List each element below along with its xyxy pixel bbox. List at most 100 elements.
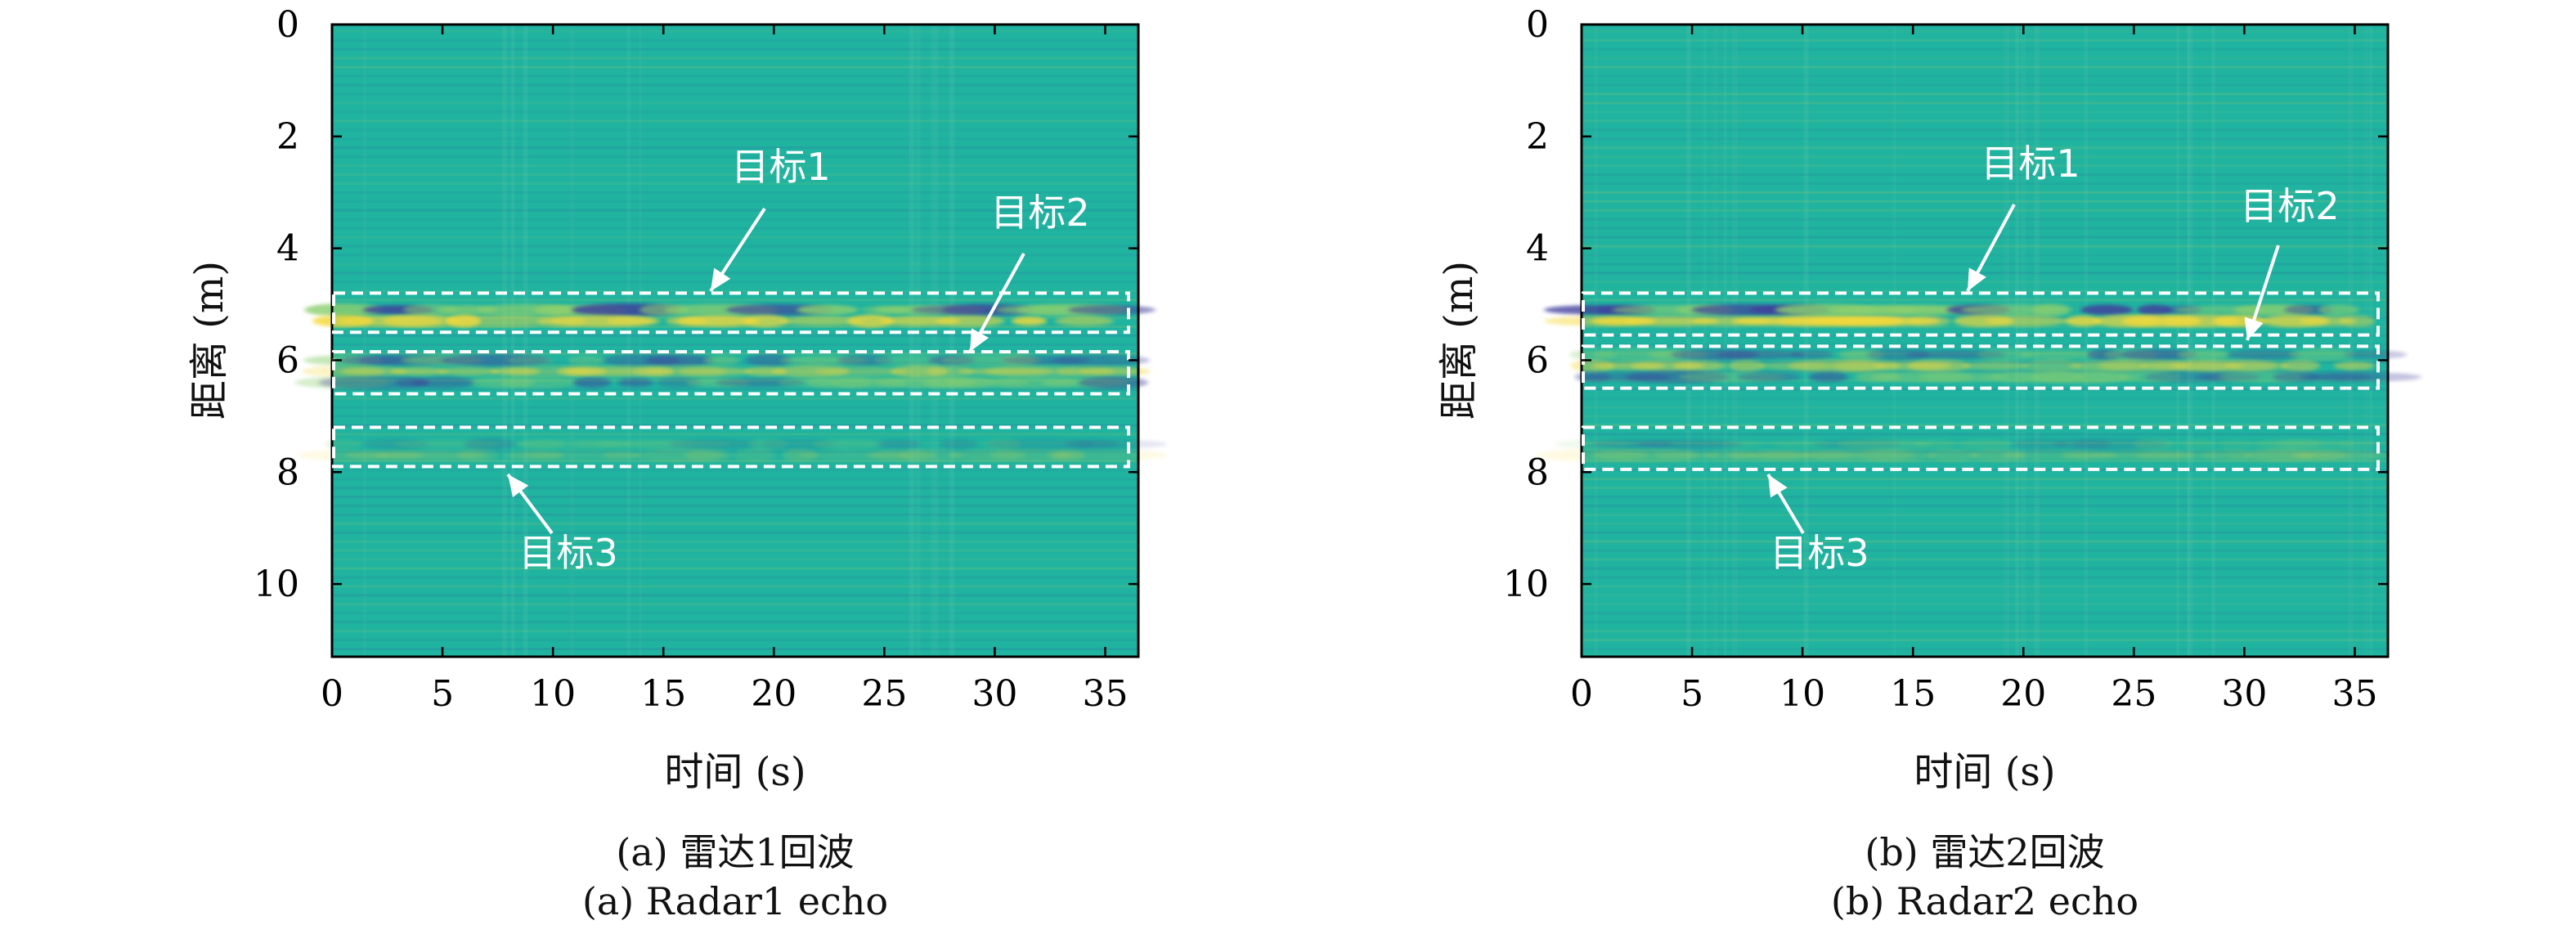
- background-band: [1582, 630, 2388, 633]
- background-band: [1582, 191, 2388, 194]
- echo-blob: [2120, 348, 2197, 361]
- background-band: [332, 585, 1138, 588]
- background-streak: [2034, 25, 2040, 657]
- echo-blob: [1837, 438, 1932, 450]
- echo-blob: [797, 304, 859, 316]
- target-box: [1582, 344, 2380, 390]
- echo-blob: [2019, 349, 2100, 360]
- background-band: [332, 137, 1138, 141]
- background-band: [332, 263, 1138, 266]
- background-band: [332, 513, 1138, 516]
- echo-blob: [745, 353, 792, 366]
- background-band: [332, 558, 1138, 561]
- x-tick-label: 10: [530, 673, 576, 715]
- echo-blob: [383, 314, 460, 328]
- background-band: [332, 478, 1138, 481]
- echo-blob: [340, 366, 407, 377]
- y-tick-label: 4: [1526, 228, 1549, 270]
- background-band: [332, 281, 1138, 284]
- background-band: [1582, 236, 2388, 239]
- echo-blob: [1053, 450, 1167, 461]
- background-band: [332, 334, 1138, 337]
- background-band: [1582, 38, 2388, 42]
- echo-blob: [2227, 349, 2300, 361]
- echo-blob: [1970, 449, 2026, 462]
- target-label: 目标3: [518, 531, 617, 575]
- background-band: [332, 504, 1138, 507]
- echo-blob: [1985, 315, 2067, 327]
- background-band: [1582, 639, 2388, 642]
- background-streak: [2020, 25, 2026, 657]
- caption-cn-b: (b) 雷达2回波: [1865, 830, 2104, 874]
- echo-blob: [411, 376, 476, 388]
- background-band: [1582, 146, 2388, 150]
- background-band: [332, 47, 1138, 51]
- background-band: [332, 155, 1138, 159]
- background-band: [1582, 200, 2388, 203]
- background-band: [332, 191, 1138, 194]
- background-streak: [626, 25, 631, 657]
- echo-blob: [675, 366, 752, 376]
- echo-blob: [814, 366, 909, 377]
- background-band: [1582, 272, 2388, 275]
- echo-blob: [1737, 372, 1802, 382]
- x-tick-label: 15: [640, 673, 686, 715]
- background-band: [332, 433, 1138, 436]
- background-band: [332, 540, 1138, 543]
- target-box: [332, 350, 1130, 396]
- echo-blob: [779, 316, 865, 326]
- x-tick-label: 20: [751, 673, 797, 715]
- background-band: [1582, 83, 2388, 87]
- background-band: [332, 343, 1138, 346]
- background-band: [1582, 397, 2388, 400]
- echo-blob: [2080, 304, 2134, 316]
- echo-blob: [1636, 439, 1741, 449]
- background-streak: [2003, 25, 2007, 657]
- y-tick-label: 0: [276, 4, 299, 46]
- x-axis-label-a: 时间 (s): [664, 749, 806, 795]
- echo-blob: [873, 355, 951, 366]
- x-tick-label: 10: [1779, 673, 1825, 715]
- background-band: [1582, 92, 2388, 96]
- y-ticks-b: 0 2 4 6 8 10: [1503, 4, 2388, 605]
- echo-blob: [2065, 316, 2102, 327]
- echo-blob: [1715, 350, 1804, 359]
- echo-blob: [1624, 316, 1719, 326]
- background-band: [332, 119, 1138, 123]
- background-band: [332, 424, 1138, 427]
- target-box: [332, 425, 1130, 469]
- heatmap-area-a: [294, 23, 1168, 658]
- x-tick-label: 0: [1570, 673, 1593, 715]
- background-band: [1582, 540, 2388, 543]
- echo-blob: [644, 354, 714, 366]
- background-streak: [1723, 25, 1727, 657]
- y-axis-label-b: 距离 (m): [1436, 261, 1482, 420]
- target-boxes-b: 目标1 目标2 目标3: [1582, 141, 2380, 575]
- background-band: [332, 101, 1138, 105]
- background-band: [332, 56, 1138, 60]
- background-streak: [2187, 25, 2190, 657]
- echo-blob: [437, 366, 499, 376]
- target-arrow-head: [970, 328, 990, 352]
- background-band: [1582, 263, 2388, 266]
- x-tick-label: 30: [972, 673, 1017, 715]
- echo-blob: [733, 449, 777, 462]
- background-band: [332, 74, 1138, 78]
- background-band: [332, 388, 1138, 391]
- background-streak: [1703, 25, 1707, 657]
- background-streak: [915, 25, 921, 657]
- heatmap-background-a: [332, 25, 1138, 657]
- echo-blob: [2022, 359, 2082, 372]
- background-band: [332, 639, 1138, 642]
- target-arrow-head: [508, 474, 529, 497]
- background-band: [1582, 433, 2388, 436]
- x-ticks-a: 0 5 10 15 20 25 30 35: [321, 25, 1128, 715]
- background-band: [1582, 245, 2388, 248]
- background-band: [332, 326, 1138, 329]
- echo-blob: [323, 438, 363, 450]
- y-tick-label: 4: [276, 228, 299, 270]
- background-band: [332, 576, 1138, 579]
- echo-blob: [1907, 315, 1951, 327]
- y-axis-label-a: 距离 (m): [186, 261, 232, 420]
- background-band: [332, 630, 1138, 633]
